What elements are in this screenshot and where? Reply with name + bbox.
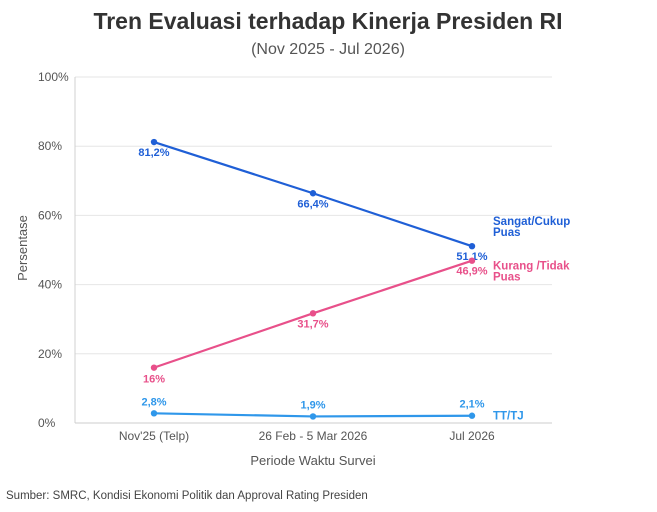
grid-lines bbox=[75, 76, 552, 355]
data-label: 2,1% bbox=[459, 399, 484, 411]
data-label: 51,1% bbox=[456, 251, 487, 263]
chart-title: Tren Evaluasi terhadap Kinerja Presiden … bbox=[93, 8, 562, 34]
data-point bbox=[309, 310, 317, 317]
y-tick-label: 40% bbox=[38, 278, 62, 292]
data-label: 81,2% bbox=[138, 147, 169, 159]
data-point bbox=[468, 242, 476, 250]
data-label: 66,4% bbox=[297, 198, 328, 210]
data-label: 31,7% bbox=[297, 318, 328, 330]
x-axis-ticks: Nov'25 (Telp) 26 Feb - 5 Mar 2026 Jul 2026 bbox=[119, 429, 495, 443]
x-axis-label: Periode Waktu Survei bbox=[250, 453, 375, 468]
series-3: 2,8% 1,9% 2,1% TT/TJ bbox=[141, 396, 523, 422]
x-tick-label: 26 Feb - 5 Mar 2026 bbox=[259, 429, 368, 443]
series-group: 81,2%66,4%51,1%Sangat/CukupPuas16%31,7%4… bbox=[138, 138, 570, 423]
data-point bbox=[309, 190, 317, 197]
y-tick-label: 20% bbox=[38, 347, 62, 361]
chart-subtitle: (Nov 2025 - Jul 2026) bbox=[251, 41, 405, 58]
data-point bbox=[150, 138, 158, 146]
source-note: Sumber: SMRC, Kondisi Ekonomi Politik da… bbox=[6, 490, 368, 502]
series-name-label: Puas bbox=[493, 227, 521, 239]
data-point bbox=[468, 412, 476, 419]
series-name-label: Kurang /Tidak bbox=[493, 261, 570, 273]
y-tick-label: 80% bbox=[38, 139, 62, 153]
data-point bbox=[150, 410, 158, 417]
series-name-label: TT/TJ bbox=[493, 411, 524, 423]
data-label: 16% bbox=[143, 374, 165, 386]
data-point bbox=[468, 257, 476, 264]
series-name-label: Sangat/Cukup bbox=[493, 216, 570, 228]
data-point bbox=[309, 413, 317, 420]
y-axis-ticks: 0% 20% 40% 60% 80% 100% bbox=[38, 70, 69, 430]
x-tick-label: Jul 2026 bbox=[449, 429, 495, 443]
data-label: 1,9% bbox=[300, 399, 325, 411]
x-tick-label: Nov'25 (Telp) bbox=[119, 429, 189, 443]
data-label: 46,9% bbox=[456, 266, 487, 278]
y-tick-label: 60% bbox=[38, 208, 62, 222]
y-axis-label: Persentase bbox=[15, 215, 30, 281]
y-tick-label: 100% bbox=[38, 70, 69, 84]
data-label: 2,8% bbox=[141, 396, 166, 408]
data-point bbox=[150, 364, 158, 371]
y-tick-label: 0% bbox=[38, 416, 56, 430]
series-name-label: Puas bbox=[493, 272, 521, 284]
